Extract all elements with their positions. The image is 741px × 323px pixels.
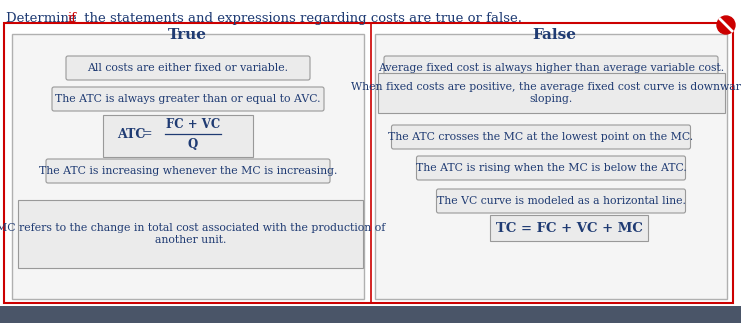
- FancyBboxPatch shape: [46, 159, 330, 183]
- Text: the statements and expressions regarding costs are true or false.: the statements and expressions regarding…: [80, 12, 522, 25]
- Text: The ATC is increasing whenever the MC is increasing.: The ATC is increasing whenever the MC is…: [39, 166, 337, 176]
- Text: True: True: [167, 28, 207, 42]
- Text: All costs are either fixed or variable.: All costs are either fixed or variable.: [87, 63, 288, 73]
- FancyBboxPatch shape: [12, 34, 364, 299]
- Text: TC = FC + VC + MC: TC = FC + VC + MC: [496, 222, 642, 234]
- Text: When fixed costs are positive, the average fixed cost curve is downward-
sloping: When fixed costs are positive, the avera…: [351, 82, 741, 104]
- Text: MC refers to the change in total cost associated with the production of
another : MC refers to the change in total cost as…: [0, 223, 385, 245]
- Text: FC + VC: FC + VC: [166, 119, 220, 131]
- FancyBboxPatch shape: [490, 215, 648, 241]
- Text: The ATC crosses the MC at the lowest point on the MC.: The ATC crosses the MC at the lowest poi…: [388, 132, 694, 142]
- Text: The VC curve is modeled as a horizontal line.: The VC curve is modeled as a horizontal …: [436, 196, 685, 206]
- Text: ATC: ATC: [117, 128, 145, 141]
- FancyBboxPatch shape: [375, 34, 727, 299]
- Text: Average fixed cost is always higher than average variable cost.: Average fixed cost is always higher than…: [378, 63, 724, 73]
- FancyBboxPatch shape: [436, 189, 685, 213]
- Circle shape: [717, 16, 735, 34]
- FancyBboxPatch shape: [416, 156, 685, 180]
- Text: =: =: [142, 128, 153, 141]
- FancyBboxPatch shape: [66, 56, 310, 80]
- Text: if: if: [68, 12, 77, 25]
- FancyBboxPatch shape: [0, 306, 741, 323]
- Text: Q: Q: [188, 138, 198, 151]
- Text: Determine: Determine: [6, 12, 81, 25]
- FancyBboxPatch shape: [4, 23, 733, 303]
- Text: False: False: [532, 28, 576, 42]
- FancyBboxPatch shape: [384, 56, 718, 80]
- FancyBboxPatch shape: [103, 115, 253, 157]
- FancyBboxPatch shape: [52, 87, 324, 111]
- FancyBboxPatch shape: [391, 125, 691, 149]
- FancyBboxPatch shape: [378, 73, 725, 113]
- FancyBboxPatch shape: [18, 200, 363, 268]
- Text: The ATC is rising when the MC is below the ATC.: The ATC is rising when the MC is below t…: [416, 163, 686, 173]
- Text: The ATC is always greater than or equal to AVC.: The ATC is always greater than or equal …: [56, 94, 321, 104]
